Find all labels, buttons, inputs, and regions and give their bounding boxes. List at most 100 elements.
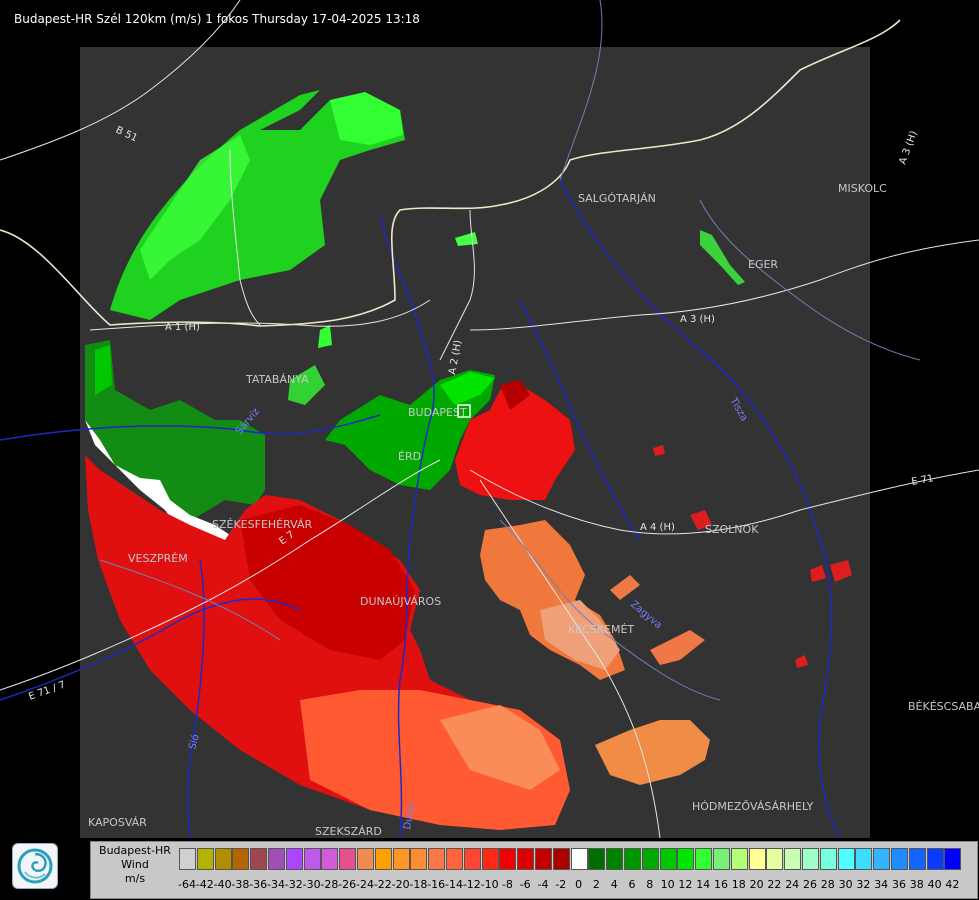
- legend-swatch: [179, 848, 196, 870]
- legend-station: Budapest-HR: [99, 844, 171, 857]
- road-label-a3: A 3 (H): [680, 314, 715, 325]
- legend-value-label: 40: [927, 878, 942, 891]
- legend-swatch: [641, 848, 659, 870]
- legend-value-label: 30: [838, 878, 853, 891]
- legend-swatch: [677, 848, 695, 870]
- legend-value-label: 36: [892, 878, 906, 891]
- city-label-bekescsaba: BÉKÉSCSABA: [908, 700, 979, 713]
- legend-value-label: -40: [213, 878, 232, 891]
- radar-echoes-positive: [85, 90, 745, 530]
- legend-swatch: [944, 848, 962, 870]
- regional-borders: [99, 0, 921, 701]
- legend-swatch: [250, 848, 268, 870]
- road-label-e71: E 71: [911, 473, 935, 488]
- city-label-kaposvar: KAPOSVÁR: [88, 816, 147, 829]
- legend-quantity: Wind: [121, 858, 149, 871]
- legend-swatch: [552, 848, 570, 870]
- legend-swatch: [285, 848, 303, 870]
- legend-value-label: -32: [284, 878, 303, 891]
- city-label-kecskemet: KECSKEMÉT: [568, 623, 634, 636]
- legend-swatch: [855, 848, 873, 870]
- legend-swatch: [535, 848, 552, 870]
- legend-swatch: [802, 848, 819, 870]
- legend-swatch: [392, 848, 410, 870]
- city-label-veszprem: VESZPRÉM: [128, 552, 188, 565]
- city-label-szolnok: SZOLNOK: [705, 523, 759, 536]
- legend-value-label: -10: [480, 878, 499, 891]
- legend-swatch: [713, 848, 730, 870]
- legend-value-label: 26: [803, 878, 817, 891]
- legend-value-label: -20: [391, 878, 410, 891]
- legend-value-label: 42: [945, 878, 960, 891]
- legend-value-label: -16: [427, 878, 446, 891]
- legend-value-label: -8: [501, 878, 513, 891]
- legend-swatch: [766, 848, 784, 870]
- legend-swatch: [873, 848, 891, 870]
- legend-value-label: 12: [678, 878, 693, 891]
- legend-swatch: [428, 848, 446, 870]
- legend-swatch: [321, 848, 339, 870]
- radar-echoes-negative: [85, 380, 852, 830]
- legend-value-label: 28: [820, 878, 835, 891]
- legend-value-label: -14: [445, 878, 463, 891]
- product-title: Budapest-HR Szél 120km (m/s) 1 fokos Thu…: [14, 12, 420, 26]
- legend-swatch: [517, 848, 535, 870]
- legend-value-label: 34: [874, 878, 889, 891]
- legend-value-label: -34: [267, 878, 285, 891]
- legend-value-label: -36: [249, 878, 268, 891]
- river-label-sio: Sió: [186, 733, 202, 751]
- legend-value-label: 38: [909, 878, 924, 891]
- legend-swatch: [357, 848, 374, 870]
- city-label-budapest: BUDAPEST: [408, 406, 467, 419]
- legend-swatch: [784, 848, 802, 870]
- legend-value-label: 18: [731, 878, 746, 891]
- legend-swatch: [748, 848, 766, 870]
- legend-value-label: 24: [785, 878, 800, 891]
- legend-swatch: [891, 848, 908, 870]
- legend-swatch: [268, 848, 285, 870]
- legend-swatch: [303, 848, 321, 870]
- road-label-a3-north: A 3 (H): [897, 129, 919, 166]
- legend-swatch: [695, 848, 713, 870]
- legend-value-label: 0: [575, 878, 583, 891]
- legend-value-label: -28: [320, 878, 339, 891]
- legend-swatch: [624, 848, 641, 870]
- legend-swatch: [570, 848, 588, 870]
- legend-swatch: [606, 848, 624, 870]
- legend-value-label: -64: [178, 878, 196, 891]
- legend-value-label: -4: [537, 878, 549, 891]
- legend-unit: m/s: [124, 872, 146, 885]
- legend-swatch: [463, 848, 481, 870]
- legend-title: Budapest-HR Wind m/s: [91, 844, 179, 886]
- legend-swatch: [410, 848, 428, 870]
- legend-value-label: -22: [373, 878, 392, 891]
- met-service-logo-icon: [12, 843, 58, 889]
- legend-swatch: [374, 848, 392, 870]
- legend-value-label: -30: [302, 878, 321, 891]
- city-label-salgotarjan: SALGÓTARJÁN: [578, 192, 656, 205]
- legend-swatch: [730, 848, 748, 870]
- legend-value-label: 14: [696, 878, 711, 891]
- legend-swatch: [499, 848, 517, 870]
- legend-swatch: [588, 848, 606, 870]
- legend-value-label: 2: [592, 878, 600, 891]
- legend-swatch: [339, 848, 357, 870]
- rivers: [0, 179, 841, 838]
- radar-map[interactable]: SALGÓTARJÁN MISKOLC EGER TATABÁNYA BUDAP…: [0, 0, 979, 838]
- road-label-a1: A 1 (H): [165, 322, 200, 333]
- city-label-miskolc: MISKOLC: [838, 182, 887, 195]
- country-border: [0, 19, 901, 327]
- legend-value-label: -12: [462, 878, 481, 891]
- legend-value-label: 10: [660, 878, 675, 891]
- legend-value-label: 22: [767, 878, 782, 891]
- legend-value-label: 16: [714, 878, 728, 891]
- legend-value-label: 20: [749, 878, 764, 891]
- city-label-dunaujvaros: DUNAÚJVÁROS: [360, 595, 441, 608]
- legend-value-label: 6: [628, 878, 636, 891]
- legend-value-label: -42: [195, 878, 214, 891]
- legend-swatch: [819, 848, 837, 870]
- road-label-a4: A 4 (H): [640, 522, 675, 533]
- legend-value-label: 4: [610, 878, 618, 891]
- color-legend: Budapest-HR Wind m/s -64 -42 -40 -38 -36 -34-…: [90, 841, 978, 899]
- legend-swatch: [837, 848, 855, 870]
